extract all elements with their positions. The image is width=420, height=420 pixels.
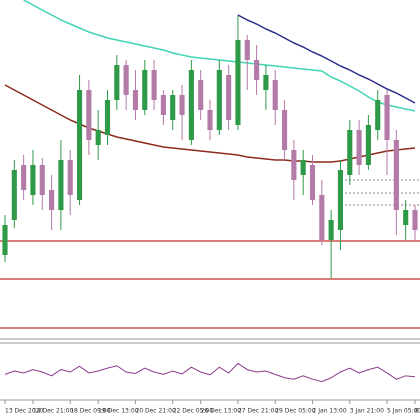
candle-body [356,130,362,165]
candle-body [412,210,418,230]
candle-body [123,65,129,95]
candle-body [58,160,64,210]
candle-body [151,70,157,100]
x-tick-label: 13 Dec 2020 [5,408,44,415]
candle-body [281,110,288,150]
candle-body [272,80,278,110]
rsi-line [4,362,416,383]
candle-body [244,40,250,60]
candle-body [21,165,27,190]
x-tick-label: 22 Dec 05:00 [173,408,214,415]
candle-body [179,95,185,115]
candle-body [67,160,73,195]
candle-body [319,195,325,240]
x-tick-label: 2 Jan 13:00 [313,408,347,415]
candle-body [365,125,371,165]
x-tick-label: 14 Dec 21:00 [33,408,74,415]
candle-body [114,65,120,100]
moving-average [4,84,416,163]
candle-body [132,90,139,110]
candle-body [393,140,399,210]
x-tick-label: 3 Jan 21:00 [350,408,384,415]
candle-body [291,150,297,180]
candle-body [254,60,260,80]
candle-body [2,225,8,255]
x-tick-label: 5 Jan 05:00 [387,408,420,415]
x-tick-label: 8 Jan 13:00 [415,408,420,415]
candle-body [95,130,101,145]
candle-body [142,70,148,110]
candle-body [207,110,213,130]
candle-body [375,100,381,130]
candle-body [198,80,204,110]
candle-body [226,75,232,120]
candle-body [337,170,344,230]
x-tick-label: 27 Dec 21:00 [238,408,279,415]
candle-body [188,70,194,140]
candle-body [216,70,222,130]
candle-body [104,100,111,135]
candle-body [235,40,241,125]
candle-body [39,165,45,195]
trend-line [237,14,416,104]
x-tick-label: 29 Dec 05:00 [275,408,316,415]
candle-body [49,190,55,210]
candle-body [76,90,83,200]
x-tick-label: 18 Dec 09:00 [70,408,111,415]
candle-body [86,90,92,140]
candle-body [309,165,316,200]
candle-body [300,160,306,175]
candle-body [347,130,353,175]
candle-body [160,95,166,115]
candle-body [403,210,409,225]
candle-body [328,220,334,240]
x-tick-label: 20 Dec 21:00 [135,408,176,415]
candle-body [11,170,17,220]
candle-body [263,75,269,90]
x-tick-label: 26 Dec 13:00 [201,408,242,415]
candle-body [30,165,36,195]
candle-body [384,95,390,140]
candle-body [170,95,176,120]
x-tick-label: 19 Dec 13:00 [98,408,139,415]
